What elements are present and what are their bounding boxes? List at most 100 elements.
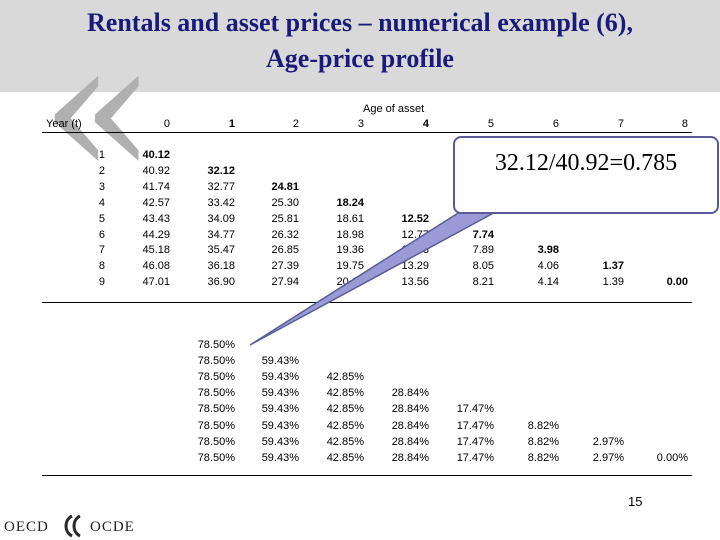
price-cell: 40.12: [142, 149, 170, 161]
ratio-cell: 78.50%: [197, 387, 235, 400]
price-cell: 34.09: [207, 212, 235, 225]
age-column-header: 4: [422, 118, 429, 130]
price-cell: 25.81: [271, 212, 299, 225]
age-of-asset-label: Age of asset: [363, 103, 425, 115]
callout-pointer-shape: [249, 195, 526, 346]
ratio-cell: 59.43%: [261, 419, 299, 432]
price-cell: 4.14: [537, 276, 559, 289]
ratio-cell: 42.85%: [326, 387, 364, 400]
ratio-cell: 0.00%: [656, 451, 688, 464]
year-column-header: Year (t): [46, 118, 82, 130]
ratio-cell: 78.50%: [197, 371, 235, 384]
year-label: 1: [98, 149, 105, 161]
ratio-cell: 28.84%: [391, 435, 429, 448]
year-label: 6: [98, 228, 105, 241]
price-cell: 41.74: [142, 180, 170, 193]
ratio-cell: 17.47%: [456, 403, 494, 416]
price-cell: 18.24: [336, 196, 364, 209]
price-cell: 19.36: [336, 244, 364, 257]
ratio-cell: 8.82%: [527, 451, 559, 464]
oecd-logo-text: OECD: [4, 519, 49, 535]
age-column-header: 7: [617, 118, 624, 130]
price-cell: 44.29: [142, 228, 170, 241]
price-cell: 13.29: [401, 260, 429, 273]
price-cell: 7.74: [472, 228, 494, 241]
price-cell: 1.39: [602, 276, 624, 289]
price-cell: 36.90: [207, 276, 235, 289]
ratio-cell: 42.85%: [326, 435, 364, 448]
header-rule: [42, 132, 692, 133]
price-cell: 8.05: [472, 260, 494, 273]
ocde-logo-text: OCDE: [90, 519, 135, 535]
price-cell: 3.98: [537, 244, 559, 257]
ratio-cell: 42.85%: [326, 371, 364, 384]
ratio-cell: 42.85%: [326, 451, 364, 464]
age-column-header: 5: [487, 118, 494, 130]
price-cell: 18.98: [336, 228, 364, 241]
ratio-cell: 17.47%: [456, 419, 494, 432]
ratio-cell: 78.50%: [197, 403, 235, 416]
price-cell: 13.56: [401, 276, 429, 289]
ratio-cell: 28.84%: [391, 419, 429, 432]
year-label: 2: [98, 164, 105, 177]
year-label: 3: [98, 180, 105, 193]
ratio-cell: 17.47%: [456, 451, 494, 464]
price-cell: 36.18: [207, 260, 235, 273]
price-cell: 40.92: [142, 164, 170, 177]
price-cell: 27.39: [271, 260, 299, 273]
ratio-cell: 28.84%: [391, 451, 429, 464]
price-cell: 0.00: [666, 276, 688, 289]
price-cell: 33.42: [207, 196, 235, 209]
ratio-cell: 78.50%: [197, 339, 235, 351]
price-cell: 7.89: [472, 244, 494, 257]
price-cell: 45.18: [142, 244, 170, 257]
year-label: 9: [98, 276, 105, 289]
age-column-header: 0: [163, 118, 170, 130]
ratio-cell: 2.97%: [592, 435, 624, 448]
age-column-header: 8: [681, 118, 688, 130]
price-cell: 18.61: [336, 212, 364, 225]
price-cell: 47.01: [142, 276, 170, 289]
ratio-cell: 2.97%: [592, 451, 624, 464]
price-cell: 46.08: [142, 260, 170, 273]
ratio-cell: 59.43%: [261, 435, 299, 448]
price-cell: 26.32: [271, 228, 299, 241]
bottom-rule: [42, 475, 692, 476]
ratio-cell: 59.43%: [261, 403, 299, 416]
ratio-cell: 42.85%: [326, 403, 364, 416]
price-cell: 32.77: [207, 180, 235, 193]
ratio-cell: 78.50%: [197, 419, 235, 432]
ratio-cell: 78.50%: [197, 435, 235, 448]
callout-box: [453, 136, 719, 214]
price-cell: 4.06: [537, 260, 559, 273]
price-cell: 19.75: [336, 260, 364, 273]
ratio-cell: 59.43%: [261, 355, 299, 368]
price-cell: 27.94: [271, 276, 299, 289]
price-cell: 12.52: [401, 212, 429, 225]
slide-title-line-2: Age-price profile: [266, 44, 454, 73]
section-rule: [42, 302, 692, 303]
oecd-logo-icon: [64, 514, 81, 538]
ratio-cell: 59.43%: [261, 451, 299, 464]
page-number: 15: [628, 494, 643, 509]
ratio-cell: 17.47%: [456, 435, 494, 448]
ratio-cell: 42.85%: [326, 419, 364, 432]
ratio-cell: 59.43%: [261, 387, 299, 400]
age-column-header: 3: [357, 118, 364, 130]
age-column-header: 6: [552, 118, 559, 130]
price-cell: 34.77: [207, 228, 235, 241]
ratio-cell: 28.84%: [391, 403, 429, 416]
price-cell: 1.37: [602, 260, 624, 273]
ratio-cell: 8.82%: [527, 435, 559, 448]
ratio-cell: 28.84%: [391, 387, 429, 400]
price-cell: 42.57: [142, 196, 170, 209]
year-label: 5: [98, 212, 105, 225]
callout-text: 32.12/40.92=0.785: [494, 150, 678, 176]
year-label: 7: [98, 244, 105, 257]
price-cell: 35.47: [207, 244, 235, 257]
ratio-cell: 78.50%: [197, 355, 235, 368]
slide-title-line-1: Rentals and asset prices – numerical exa…: [87, 8, 633, 37]
price-cell: 25.30: [271, 196, 299, 209]
price-cell: 8.21: [472, 276, 494, 289]
